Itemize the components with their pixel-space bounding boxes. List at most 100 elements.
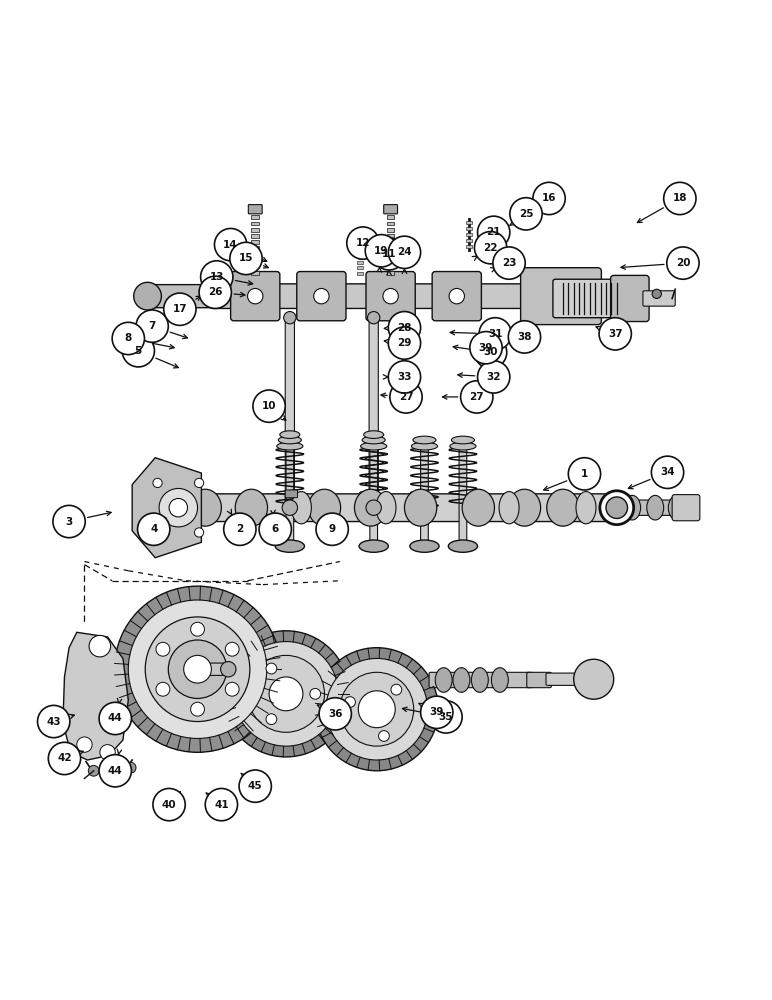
Circle shape [667, 247, 699, 279]
Circle shape [533, 182, 565, 215]
Text: 35: 35 [438, 712, 453, 722]
FancyBboxPatch shape [520, 268, 601, 325]
Bar [357, 255, 363, 258]
Bar [252, 234, 259, 238]
FancyBboxPatch shape [432, 272, 482, 321]
Circle shape [652, 289, 662, 298]
Circle shape [153, 478, 162, 488]
Bar [387, 215, 394, 219]
Circle shape [388, 327, 421, 359]
Text: 20: 20 [676, 258, 690, 268]
Circle shape [510, 198, 542, 230]
Circle shape [282, 500, 297, 515]
Ellipse shape [361, 442, 387, 450]
FancyBboxPatch shape [672, 495, 700, 521]
Circle shape [99, 755, 131, 787]
Circle shape [430, 701, 462, 733]
Bar [387, 240, 394, 244]
Circle shape [478, 216, 510, 248]
Text: 16: 16 [542, 193, 557, 203]
Ellipse shape [624, 495, 641, 520]
FancyBboxPatch shape [366, 272, 415, 321]
Bar [466, 245, 472, 248]
FancyBboxPatch shape [482, 242, 499, 251]
Text: 27: 27 [398, 392, 413, 402]
Circle shape [508, 321, 540, 353]
Circle shape [340, 672, 414, 746]
Text: 12: 12 [356, 238, 370, 248]
Circle shape [156, 642, 170, 656]
Circle shape [652, 456, 684, 488]
Circle shape [600, 491, 634, 525]
Ellipse shape [279, 431, 300, 438]
FancyBboxPatch shape [231, 272, 279, 321]
Circle shape [378, 731, 389, 741]
FancyBboxPatch shape [296, 272, 346, 321]
Bar [252, 258, 259, 262]
Text: 28: 28 [398, 323, 411, 333]
FancyBboxPatch shape [546, 673, 587, 685]
Circle shape [388, 361, 421, 393]
Circle shape [195, 528, 204, 537]
Circle shape [164, 293, 196, 325]
Text: 30: 30 [483, 347, 498, 357]
Ellipse shape [647, 495, 664, 520]
Circle shape [38, 705, 69, 738]
Text: 42: 42 [57, 753, 72, 763]
Circle shape [76, 737, 92, 752]
Text: 18: 18 [672, 193, 687, 203]
Circle shape [568, 458, 601, 490]
Circle shape [449, 288, 465, 304]
Bar [252, 271, 259, 275]
Circle shape [53, 505, 85, 538]
Text: 32: 32 [486, 372, 501, 382]
Circle shape [391, 684, 401, 695]
FancyBboxPatch shape [188, 663, 232, 675]
Circle shape [493, 247, 525, 279]
FancyBboxPatch shape [527, 672, 551, 688]
Ellipse shape [449, 540, 478, 552]
Ellipse shape [291, 492, 311, 524]
Ellipse shape [354, 489, 387, 526]
Circle shape [107, 768, 118, 779]
FancyBboxPatch shape [611, 275, 649, 322]
Text: 6: 6 [272, 524, 279, 534]
Bar [387, 258, 394, 262]
Ellipse shape [450, 442, 476, 450]
Circle shape [112, 322, 144, 355]
Circle shape [344, 697, 355, 707]
Ellipse shape [413, 436, 436, 444]
Circle shape [122, 335, 154, 367]
Circle shape [373, 238, 405, 270]
Circle shape [248, 655, 324, 732]
Ellipse shape [362, 436, 385, 444]
Text: 27: 27 [469, 392, 484, 402]
Ellipse shape [669, 495, 686, 520]
Text: 17: 17 [172, 304, 187, 314]
FancyBboxPatch shape [211, 284, 596, 308]
Text: 29: 29 [398, 338, 411, 348]
Circle shape [248, 288, 263, 304]
Text: 43: 43 [46, 717, 61, 727]
FancyBboxPatch shape [643, 291, 676, 306]
Circle shape [367, 312, 380, 324]
Ellipse shape [405, 489, 437, 526]
Bar [252, 222, 259, 225]
Ellipse shape [308, 489, 340, 526]
Circle shape [99, 702, 131, 735]
Bar [387, 246, 394, 250]
Circle shape [470, 332, 502, 364]
Circle shape [156, 682, 170, 696]
Bar [466, 227, 472, 230]
Bar [357, 228, 363, 232]
Text: 34: 34 [660, 467, 675, 477]
Circle shape [128, 600, 267, 738]
Bar [252, 215, 259, 219]
Circle shape [313, 288, 329, 304]
Ellipse shape [364, 431, 384, 438]
FancyBboxPatch shape [429, 672, 532, 688]
FancyBboxPatch shape [249, 205, 262, 214]
Circle shape [134, 282, 161, 310]
FancyBboxPatch shape [145, 285, 219, 308]
Text: 37: 37 [608, 329, 622, 339]
